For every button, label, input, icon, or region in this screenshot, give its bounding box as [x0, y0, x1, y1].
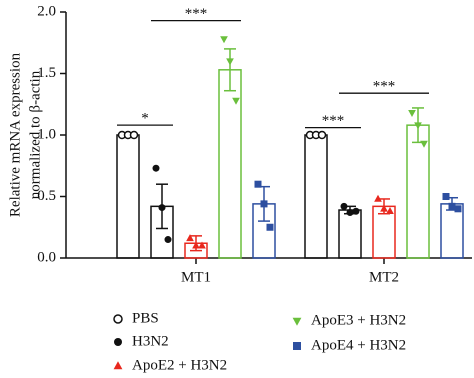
legend-marker — [293, 342, 301, 350]
data-point — [317, 130, 327, 140]
data-point — [374, 194, 382, 202]
legend-label: ApoE3 + H3N2 — [311, 312, 406, 328]
legend-marker — [113, 314, 123, 324]
legend-label: PBS — [132, 310, 159, 326]
bar — [406, 124, 430, 259]
legend-label: ApoE2 + H3N2 — [132, 357, 227, 373]
x-tick-label: MT1 — [181, 269, 211, 285]
data-point — [454, 205, 462, 213]
legend-marker — [113, 361, 123, 370]
significance-label: *** — [373, 79, 396, 95]
bar — [116, 134, 140, 259]
significance-label: *** — [322, 113, 345, 129]
data-point — [220, 36, 228, 44]
bar — [304, 134, 328, 259]
data-point — [442, 193, 450, 200]
legend-marker — [114, 338, 122, 346]
legend-label: H3N2 — [132, 333, 169, 349]
data-point — [260, 200, 268, 208]
y-tick-label: 1.5 — [37, 65, 56, 81]
y-axis-label: normalized to β-actin — [27, 70, 43, 199]
data-point — [129, 130, 139, 140]
y-tick-label: 0.5 — [37, 188, 56, 204]
legend-label: ApoE4 + H3N2 — [311, 337, 406, 353]
data-point — [186, 234, 194, 242]
data-point — [420, 140, 428, 148]
data-point — [340, 202, 348, 210]
x-tick-label: MT2 — [369, 269, 399, 285]
data-point — [198, 241, 206, 249]
data-point — [380, 204, 388, 212]
data-point — [232, 97, 240, 105]
data-point — [192, 241, 200, 249]
data-point — [414, 122, 422, 130]
data-point — [254, 180, 262, 188]
y-tick-label: 0.0 — [37, 249, 56, 265]
data-point — [386, 207, 394, 215]
y-tick-label: 1.0 — [37, 126, 56, 142]
data-point — [346, 208, 354, 216]
data-point — [448, 202, 456, 210]
data-point — [266, 223, 274, 231]
data-point — [408, 110, 416, 118]
y-tick-label: 2.0 — [37, 3, 56, 19]
significance-label: * — [141, 111, 149, 127]
data-point — [158, 204, 166, 212]
bar — [338, 209, 362, 259]
data-point — [152, 164, 160, 172]
data-point — [164, 236, 172, 244]
data-point — [226, 58, 234, 66]
significance-label: *** — [185, 6, 208, 22]
legend-marker — [292, 317, 302, 326]
data-point — [352, 207, 360, 215]
y-axis-label: Relative mRNA expression — [7, 52, 23, 217]
